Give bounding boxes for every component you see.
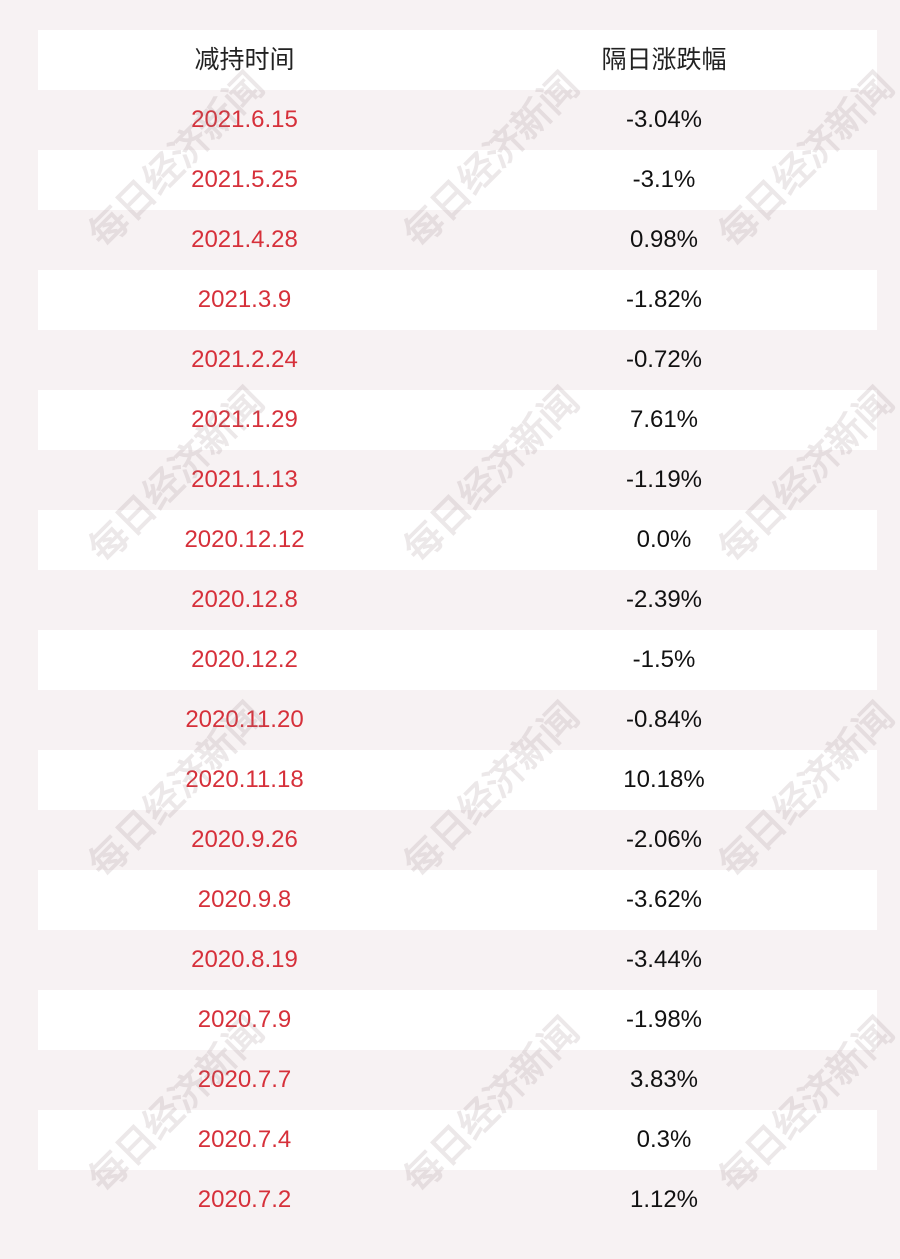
change-cell: 1.12% [629, 1186, 699, 1213]
change-cell: -3.1% [632, 166, 696, 193]
date-cell: 2021.4.28 [191, 226, 298, 253]
date-cell: 2020.7.9 [197, 1006, 292, 1033]
change-cell: -3.44% [625, 946, 703, 973]
table-row: 2020.12.12 0.0% [38, 510, 877, 570]
date-cell: 2020.12.2 [191, 646, 298, 673]
date-cell: 2020.11.18 [185, 766, 304, 793]
date-cell: 2020.11.20 [185, 706, 304, 733]
table-row: 2020.8.19 -3.44% [38, 930, 877, 990]
table-row: 2020.9.8 -3.62% [38, 870, 877, 930]
table-row: 2020.12.8 -2.39% [38, 570, 877, 630]
date-cell: 2020.7.7 [197, 1066, 292, 1093]
table-row: 2021.6.15 -3.04% [38, 90, 877, 150]
table-row: 2021.1.13 -1.19% [38, 450, 877, 510]
change-cell: -1.19% [625, 466, 703, 493]
change-cell: 7.61% [629, 406, 699, 433]
change-cell: -1.82% [625, 286, 703, 313]
date-cell: 2021.1.13 [191, 466, 298, 493]
change-cell: -0.72% [625, 346, 703, 373]
date-cell: 2021.5.25 [191, 166, 298, 193]
table-header: 减持时间 隔日涨跌幅 [38, 30, 877, 90]
change-cell: -3.04% [625, 106, 703, 133]
table-row: 2020.7.9 -1.98% [38, 990, 877, 1050]
change-cell: -3.62% [625, 886, 703, 913]
date-cell: 2020.7.4 [197, 1126, 292, 1153]
table-row: 2020.7.2 1.12% [38, 1170, 877, 1230]
change-cell: -1.5% [632, 646, 696, 673]
change-cell: 10.18% [623, 766, 705, 793]
header-date: 减持时间 [194, 46, 295, 74]
date-cell: 2020.12.8 [191, 586, 298, 613]
change-cell: -1.98% [625, 1006, 703, 1033]
table-row: 2020.9.26 -2.06% [38, 810, 877, 870]
change-cell: 0.98% [629, 226, 699, 253]
change-cell: -0.84% [625, 706, 703, 733]
table-row: 2020.7.7 3.83% [38, 1050, 877, 1110]
change-cell: -2.39% [625, 586, 703, 613]
table-row: 2021.4.28 0.98% [38, 210, 877, 270]
date-cell: 2021.3.9 [197, 286, 292, 313]
date-cell: 2021.6.15 [191, 106, 298, 133]
table-row: 2021.2.24 -0.72% [38, 330, 877, 390]
date-cell: 2021.2.24 [191, 346, 298, 373]
table-row: 2021.3.9 -1.82% [38, 270, 877, 330]
change-cell: 0.0% [636, 526, 692, 553]
header-change: 隔日涨跌幅 [601, 46, 727, 74]
change-cell: 3.83% [629, 1066, 699, 1093]
change-cell: -2.06% [625, 826, 703, 853]
date-cell: 2020.12.12 [184, 526, 305, 553]
table-row: 2020.11.20 -0.84% [38, 690, 877, 750]
table-row: 2020.12.2 -1.5% [38, 630, 877, 690]
date-cell: 2020.9.26 [191, 826, 298, 853]
table-row: 2020.11.18 10.18% [38, 750, 877, 810]
date-cell: 2021.1.29 [191, 406, 298, 433]
table-row: 2021.5.25 -3.1% [38, 150, 877, 210]
date-cell: 2020.7.2 [197, 1186, 292, 1213]
table-row: 2020.7.4 0.3% [38, 1110, 877, 1170]
change-cell: 0.3% [636, 1126, 692, 1153]
table-row: 2021.1.29 7.61% [38, 390, 877, 450]
date-cell: 2020.9.8 [197, 886, 292, 913]
date-cell: 2020.8.19 [191, 946, 298, 973]
data-table: 减持时间 隔日涨跌幅 2021.6.15 -3.04% 2021.5.25 -3… [38, 30, 877, 1230]
